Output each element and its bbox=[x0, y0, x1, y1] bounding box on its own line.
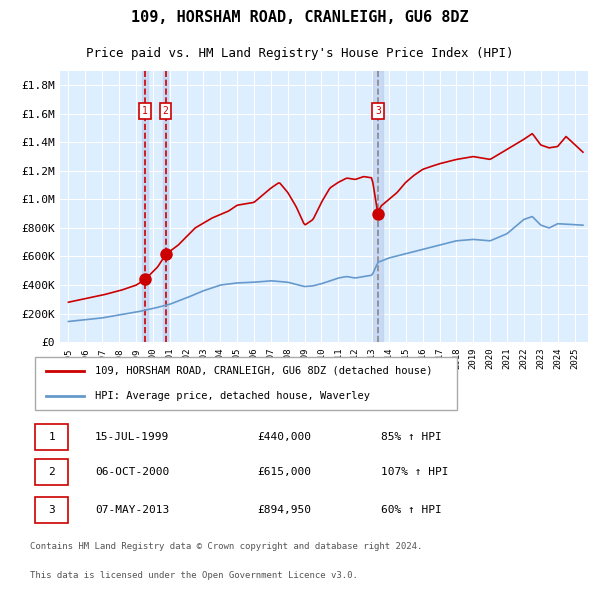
Text: 1: 1 bbox=[48, 432, 55, 441]
Text: HPI: Average price, detached house, Waverley: HPI: Average price, detached house, Wave… bbox=[95, 392, 370, 401]
Text: 15-JUL-1999: 15-JUL-1999 bbox=[95, 432, 169, 441]
Text: £894,950: £894,950 bbox=[257, 505, 311, 514]
Text: Price paid vs. HM Land Registry's House Price Index (HPI): Price paid vs. HM Land Registry's House … bbox=[86, 47, 514, 60]
FancyBboxPatch shape bbox=[35, 459, 68, 485]
Text: 3: 3 bbox=[48, 505, 55, 514]
Text: 85% ↑ HPI: 85% ↑ HPI bbox=[381, 432, 442, 441]
Text: 109, HORSHAM ROAD, CRANLEIGH, GU6 8DZ: 109, HORSHAM ROAD, CRANLEIGH, GU6 8DZ bbox=[131, 10, 469, 25]
Text: Contains HM Land Registry data © Crown copyright and database right 2024.: Contains HM Land Registry data © Crown c… bbox=[30, 542, 422, 550]
Text: 07-MAY-2013: 07-MAY-2013 bbox=[95, 505, 169, 514]
Bar bbox=[142, 71, 148, 342]
Text: 109, HORSHAM ROAD, CRANLEIGH, GU6 8DZ (detached house): 109, HORSHAM ROAD, CRANLEIGH, GU6 8DZ (d… bbox=[95, 366, 432, 375]
Text: 2: 2 bbox=[163, 106, 169, 116]
FancyBboxPatch shape bbox=[35, 424, 68, 450]
Bar bbox=[373, 71, 383, 342]
Text: £440,000: £440,000 bbox=[257, 432, 311, 441]
Text: 60% ↑ HPI: 60% ↑ HPI bbox=[381, 505, 442, 514]
Text: 2: 2 bbox=[48, 467, 55, 477]
Text: This data is licensed under the Open Government Licence v3.0.: This data is licensed under the Open Gov… bbox=[30, 571, 358, 580]
Text: 107% ↑ HPI: 107% ↑ HPI bbox=[381, 467, 449, 477]
FancyBboxPatch shape bbox=[35, 357, 457, 410]
Text: £615,000: £615,000 bbox=[257, 467, 311, 477]
FancyBboxPatch shape bbox=[35, 497, 68, 523]
Bar bbox=[163, 71, 168, 342]
Text: 3: 3 bbox=[375, 106, 381, 116]
Text: 06-OCT-2000: 06-OCT-2000 bbox=[95, 467, 169, 477]
Text: 1: 1 bbox=[142, 106, 148, 116]
